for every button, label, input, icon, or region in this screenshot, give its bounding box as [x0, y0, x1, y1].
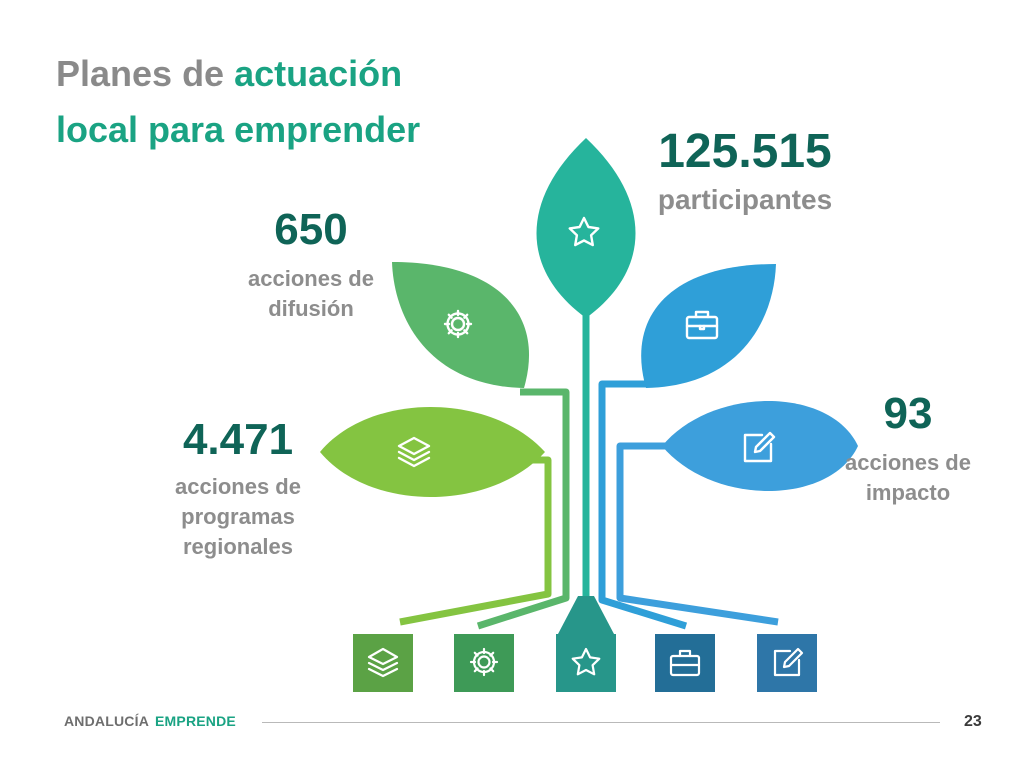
layers-icon: [397, 436, 431, 468]
page-number: 23: [964, 713, 982, 730]
title-line-2: local para emprender: [56, 109, 421, 150]
stat-impacto-label-2: impacto: [865, 480, 951, 505]
stat-impacto-value: 93: [883, 389, 933, 438]
box-star: [556, 634, 616, 692]
box-edit: [757, 634, 817, 692]
leaf-participantes: [536, 138, 636, 318]
stat-participantes: 125.515 participantes: [640, 128, 850, 218]
stat-programas-label-1: acciones de: [175, 474, 301, 499]
stat-difusion-value: 650: [274, 205, 348, 254]
layers-icon: [367, 647, 399, 678]
stat-impacto: 93 acciones de impacto: [838, 392, 978, 508]
stat-programas-label-3: regionales: [182, 534, 294, 559]
stat-programas-label-2: programas: [181, 504, 295, 529]
stat-participantes-value: 125.515: [658, 125, 832, 178]
title-part-gray: Planes de: [56, 53, 225, 94]
footer-divider: [262, 722, 940, 723]
footer-brand: ANDALUCÍA EMPRENDE: [64, 713, 236, 729]
briefcase-icon: [685, 310, 719, 340]
gear-icon: [443, 309, 473, 339]
stat-difusion-label-1: acciones de: [248, 266, 374, 291]
title-part-green: actuación: [234, 53, 403, 94]
footer-brand-andalucia: ANDALUCÍA: [64, 713, 150, 729]
stat-difusion-label-2: difusión: [268, 296, 354, 321]
edit-icon: [743, 431, 776, 463]
leaf-impacto: [662, 401, 858, 491]
box-briefcase: [655, 634, 715, 692]
leaf-programas: [320, 407, 545, 497]
stat-programas: 4.471 acciones de programas regionales: [160, 418, 316, 562]
trunk-flare: [558, 596, 614, 634]
stat-difusion: 650 acciones de difusión: [236, 208, 386, 324]
stem-impacto: [616, 442, 779, 626]
page-title: Planes de actuación local para emprender: [56, 46, 420, 158]
stem-difusion: [476, 388, 570, 630]
box-gear: [454, 634, 514, 692]
stem-briefcase: [598, 380, 688, 630]
stat-impacto-label-1: acciones de: [845, 450, 971, 475]
leaf-difusion: [392, 262, 530, 388]
footer-brand-emprende: EMPRENDE: [155, 713, 236, 729]
gear-icon: [469, 647, 499, 677]
title-line-1: Planes de actuación: [56, 46, 420, 102]
tree-stems: [399, 270, 779, 630]
star-icon: [571, 647, 601, 676]
briefcase-icon: [669, 649, 701, 677]
stat-programas-value: 4.471: [182, 415, 294, 464]
edit-icon: [773, 647, 804, 677]
star-icon: [568, 216, 600, 247]
stat-participantes-label: participantes: [657, 184, 833, 215]
